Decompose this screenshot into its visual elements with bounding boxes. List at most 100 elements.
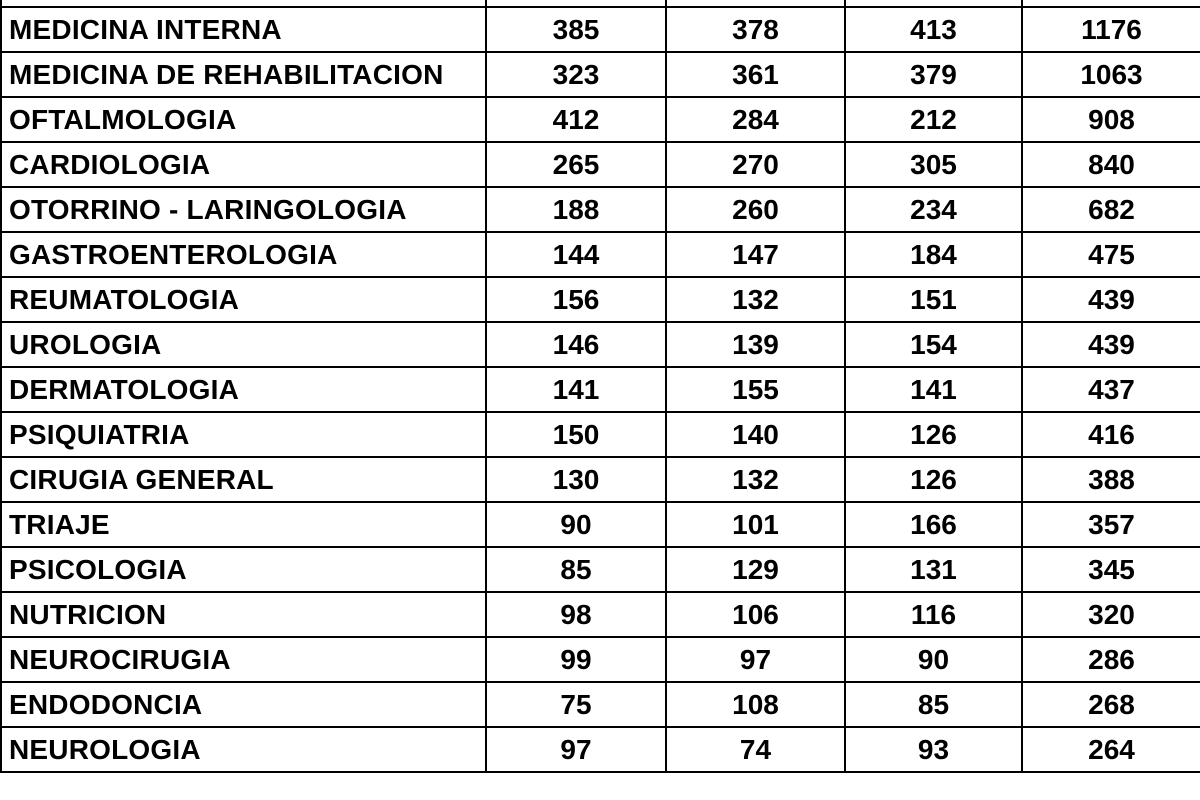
- value-cell: 101: [665, 501, 846, 548]
- value-cell: 188: [485, 186, 667, 233]
- total-value-cell: 1176: [1021, 6, 1200, 53]
- table-cell-empty: [844, 0, 1023, 8]
- table-cell-empty: [485, 0, 667, 8]
- specialty-name-cell: NEUROLOGIA: [0, 726, 487, 773]
- value-cell: 146: [485, 321, 667, 368]
- value-cell: 154: [844, 321, 1023, 368]
- value-cell: 412: [485, 96, 667, 143]
- total-value-cell: 388: [1021, 456, 1200, 503]
- value-cell: 139: [665, 321, 846, 368]
- specialty-name-cell: NEUROCIRUGIA: [0, 636, 487, 683]
- value-cell: 151: [844, 276, 1023, 323]
- specialty-name-cell: OFTALMOLOGIA: [0, 96, 487, 143]
- table-cell-empty: [665, 0, 846, 8]
- value-cell: 234: [844, 186, 1023, 233]
- total-value-cell: 416: [1021, 411, 1200, 458]
- specialty-name-cell: GASTROENTEROLOGIA: [0, 231, 487, 278]
- value-cell: 90: [485, 501, 667, 548]
- value-cell: 130: [485, 456, 667, 503]
- table-row: ENDODONCIA 75 108 85 268: [0, 681, 1200, 728]
- table-row: NEUROCIRUGIA 99 97 90 286: [0, 636, 1200, 683]
- specialty-name-cell: MEDICINA INTERNA: [0, 6, 487, 53]
- table-cell-empty: [1021, 0, 1200, 8]
- table-row: CIRUGIA GENERAL 130 132 126 388: [0, 456, 1200, 503]
- total-value-cell: 264: [1021, 726, 1200, 773]
- table-row: UROLOGIA 146 139 154 439: [0, 321, 1200, 368]
- total-value-cell: 475: [1021, 231, 1200, 278]
- value-cell: 155: [665, 366, 846, 413]
- value-cell: 74: [665, 726, 846, 773]
- table-row: PSICOLOGIA 85 129 131 345: [0, 546, 1200, 593]
- table-row: OFTALMOLOGIA 412 284 212 908: [0, 96, 1200, 143]
- table-row: MEDICINA DE REHABILITACION 323 361 379 1063: [0, 51, 1200, 98]
- table-body: MEDICINA INTERNA 385 378 413 1176 MEDICINA DE…: [0, 0, 1200, 773]
- table-row: OTORRINO - LARINGOLOGIA 188 260 234 682: [0, 186, 1200, 233]
- value-cell: 97: [485, 726, 667, 773]
- value-cell: 99: [485, 636, 667, 683]
- value-cell: 284: [665, 96, 846, 143]
- specialty-name-cell: CIRUGIA GENERAL: [0, 456, 487, 503]
- total-value-cell: 286: [1021, 636, 1200, 683]
- table-row: MEDICINA INTERNA 385 378 413 1176: [0, 6, 1200, 53]
- total-value-cell: 1063: [1021, 51, 1200, 98]
- value-cell: 270: [665, 141, 846, 188]
- value-cell: 75: [485, 681, 667, 728]
- value-cell: 141: [844, 366, 1023, 413]
- specialty-name-cell: DERMATOLOGIA: [0, 366, 487, 413]
- total-value-cell: 357: [1021, 501, 1200, 548]
- table-cell-empty: [0, 0, 487, 8]
- value-cell: 305: [844, 141, 1023, 188]
- specialty-name-cell: PSIQUIATRIA: [0, 411, 487, 458]
- value-cell: 93: [844, 726, 1023, 773]
- total-value-cell: 268: [1021, 681, 1200, 728]
- value-cell: 108: [665, 681, 846, 728]
- specialty-name-cell: PSICOLOGIA: [0, 546, 487, 593]
- table-row-partial: [0, 0, 1200, 8]
- value-cell: 379: [844, 51, 1023, 98]
- specialty-name-cell: MEDICINA DE REHABILITACION: [0, 51, 487, 98]
- specialty-name-cell: NUTRICION: [0, 591, 487, 638]
- value-cell: 98: [485, 591, 667, 638]
- value-cell: 106: [665, 591, 846, 638]
- total-value-cell: 840: [1021, 141, 1200, 188]
- value-cell: 385: [485, 6, 667, 53]
- table-row: DERMATOLOGIA 141 155 141 437: [0, 366, 1200, 413]
- table-row: PSIQUIATRIA 150 140 126 416: [0, 411, 1200, 458]
- value-cell: 90: [844, 636, 1023, 683]
- table-row: NEUROLOGIA 97 74 93 264: [0, 726, 1200, 773]
- value-cell: 166: [844, 501, 1023, 548]
- value-cell: 116: [844, 591, 1023, 638]
- table-row: REUMATOLOGIA 156 132 151 439: [0, 276, 1200, 323]
- value-cell: 85: [485, 546, 667, 593]
- table-row: NUTRICION 98 106 116 320: [0, 591, 1200, 638]
- value-cell: 129: [665, 546, 846, 593]
- value-cell: 361: [665, 51, 846, 98]
- specialty-name-cell: TRIAJE: [0, 501, 487, 548]
- specialty-name-cell: ENDODONCIA: [0, 681, 487, 728]
- specialty-name-cell: REUMATOLOGIA: [0, 276, 487, 323]
- table-row: CARDIOLOGIA 265 270 305 840: [0, 141, 1200, 188]
- value-cell: 265: [485, 141, 667, 188]
- specialty-name-cell: OTORRINO - LARINGOLOGIA: [0, 186, 487, 233]
- value-cell: 184: [844, 231, 1023, 278]
- value-cell: 147: [665, 231, 846, 278]
- table-row: GASTROENTEROLOGIA 144 147 184 475: [0, 231, 1200, 278]
- table-row: TRIAJE 90 101 166 357: [0, 501, 1200, 548]
- value-cell: 212: [844, 96, 1023, 143]
- specialty-table: MEDICINA INTERNA 385 378 413 1176 MEDICINA DE…: [0, 0, 1200, 773]
- value-cell: 97: [665, 636, 846, 683]
- value-cell: 141: [485, 366, 667, 413]
- value-cell: 413: [844, 6, 1023, 53]
- total-value-cell: 908: [1021, 96, 1200, 143]
- value-cell: 126: [844, 456, 1023, 503]
- value-cell: 150: [485, 411, 667, 458]
- value-cell: 260: [665, 186, 846, 233]
- specialty-name-cell: CARDIOLOGIA: [0, 141, 487, 188]
- value-cell: 144: [485, 231, 667, 278]
- value-cell: 132: [665, 456, 846, 503]
- value-cell: 126: [844, 411, 1023, 458]
- total-value-cell: 345: [1021, 546, 1200, 593]
- value-cell: 85: [844, 681, 1023, 728]
- value-cell: 132: [665, 276, 846, 323]
- value-cell: 131: [844, 546, 1023, 593]
